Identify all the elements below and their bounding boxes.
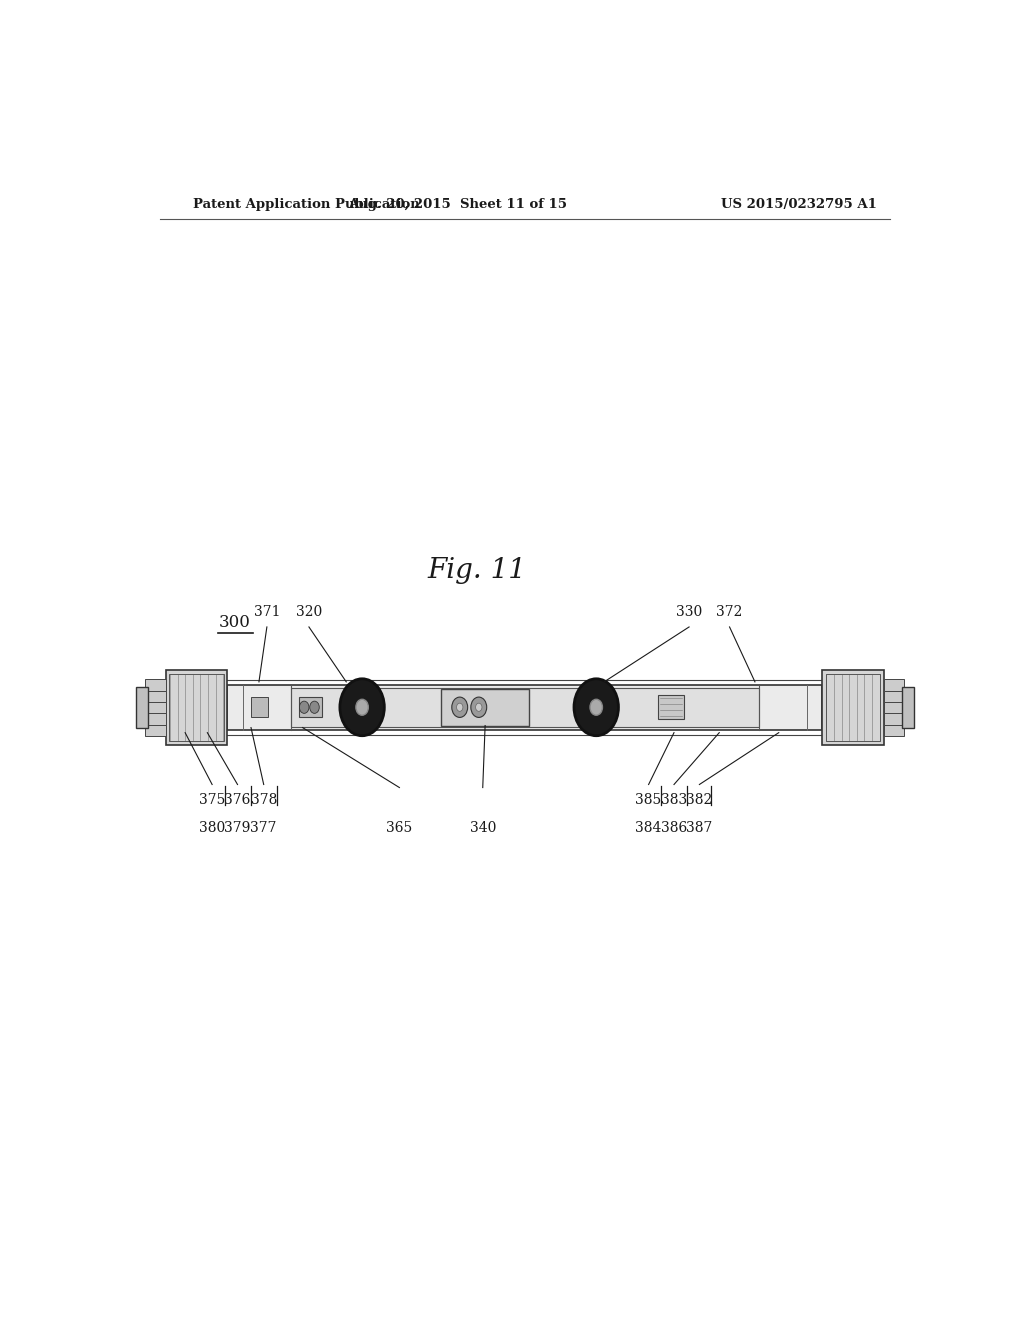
Bar (299, 697, 323, 718)
Bar (822, 669, 884, 744)
Text: 376: 376 (224, 792, 251, 807)
Text: 372: 372 (717, 605, 742, 619)
Text: 386: 386 (660, 821, 687, 836)
Text: 375: 375 (199, 792, 225, 807)
Circle shape (356, 700, 369, 715)
Text: US 2015/0232795 A1: US 2015/0232795 A1 (721, 198, 877, 211)
Text: 377: 377 (251, 821, 276, 836)
Text: 380: 380 (199, 821, 225, 836)
Text: 387: 387 (686, 821, 713, 836)
Text: 330: 330 (676, 605, 702, 619)
Circle shape (299, 701, 309, 713)
Bar (145, 690, 166, 702)
Bar (825, 673, 881, 741)
Text: Fig. 11: Fig. 11 (428, 557, 526, 583)
Text: Patent Application Publication: Patent Application Publication (194, 198, 420, 211)
Circle shape (590, 700, 602, 715)
Bar (227, 685, 822, 730)
Bar (441, 689, 528, 726)
Bar (145, 701, 166, 713)
Text: 320: 320 (296, 605, 323, 619)
Bar (136, 686, 147, 727)
Circle shape (457, 704, 463, 711)
Text: 378: 378 (251, 792, 276, 807)
Text: 382: 382 (686, 792, 713, 807)
Bar (884, 713, 904, 725)
Circle shape (574, 678, 618, 735)
Text: 365: 365 (386, 821, 413, 836)
Bar (169, 673, 224, 741)
Bar (884, 701, 904, 713)
Text: 379: 379 (224, 821, 251, 836)
Text: 300: 300 (219, 614, 251, 631)
Bar (884, 690, 904, 702)
Bar (166, 669, 227, 744)
Bar (291, 688, 759, 726)
Text: 384: 384 (636, 821, 662, 836)
Bar (884, 723, 904, 735)
Text: 371: 371 (254, 605, 281, 619)
Text: 340: 340 (470, 821, 496, 836)
Bar (251, 697, 268, 718)
Bar (145, 678, 166, 690)
Bar (884, 678, 904, 690)
Circle shape (340, 678, 384, 735)
Bar (145, 723, 166, 735)
Bar (658, 696, 684, 719)
Text: 385: 385 (636, 792, 662, 807)
Circle shape (475, 704, 482, 711)
Bar (145, 713, 166, 725)
Circle shape (471, 697, 486, 718)
Circle shape (452, 697, 468, 718)
Text: 383: 383 (660, 792, 687, 807)
Bar (902, 686, 913, 727)
Circle shape (309, 701, 319, 713)
Text: Aug. 20, 2015  Sheet 11 of 15: Aug. 20, 2015 Sheet 11 of 15 (348, 198, 567, 211)
